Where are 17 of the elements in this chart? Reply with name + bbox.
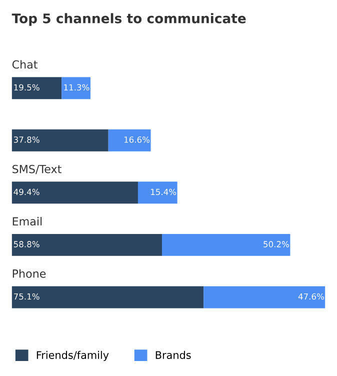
data-label: 58.8% [14, 241, 40, 248]
data-label: 37.8% [14, 136, 40, 143]
data-label: 16.6% [124, 136, 150, 143]
legend-label: Brands [156, 350, 191, 359]
chart-title: Top 5 channels to communicate [12, 13, 246, 26]
y-tick-label: Phone [12, 269, 46, 278]
data-label: 49.4% [14, 188, 40, 196]
y-tick-label: Email [12, 216, 42, 226]
legend-label: Friends/family [36, 350, 109, 361]
data-label: 19.5% [14, 84, 40, 91]
data-label: 11.3% [64, 84, 90, 91]
data-label: 47.6% [298, 293, 324, 300]
y-tick-label: Chat [12, 60, 38, 69]
data-label: 15.4% [150, 188, 176, 196]
y-tick-label: SMS/Text [12, 164, 62, 174]
data-label: 50.2% [264, 241, 289, 248]
data-label: 75.1% [14, 293, 40, 300]
